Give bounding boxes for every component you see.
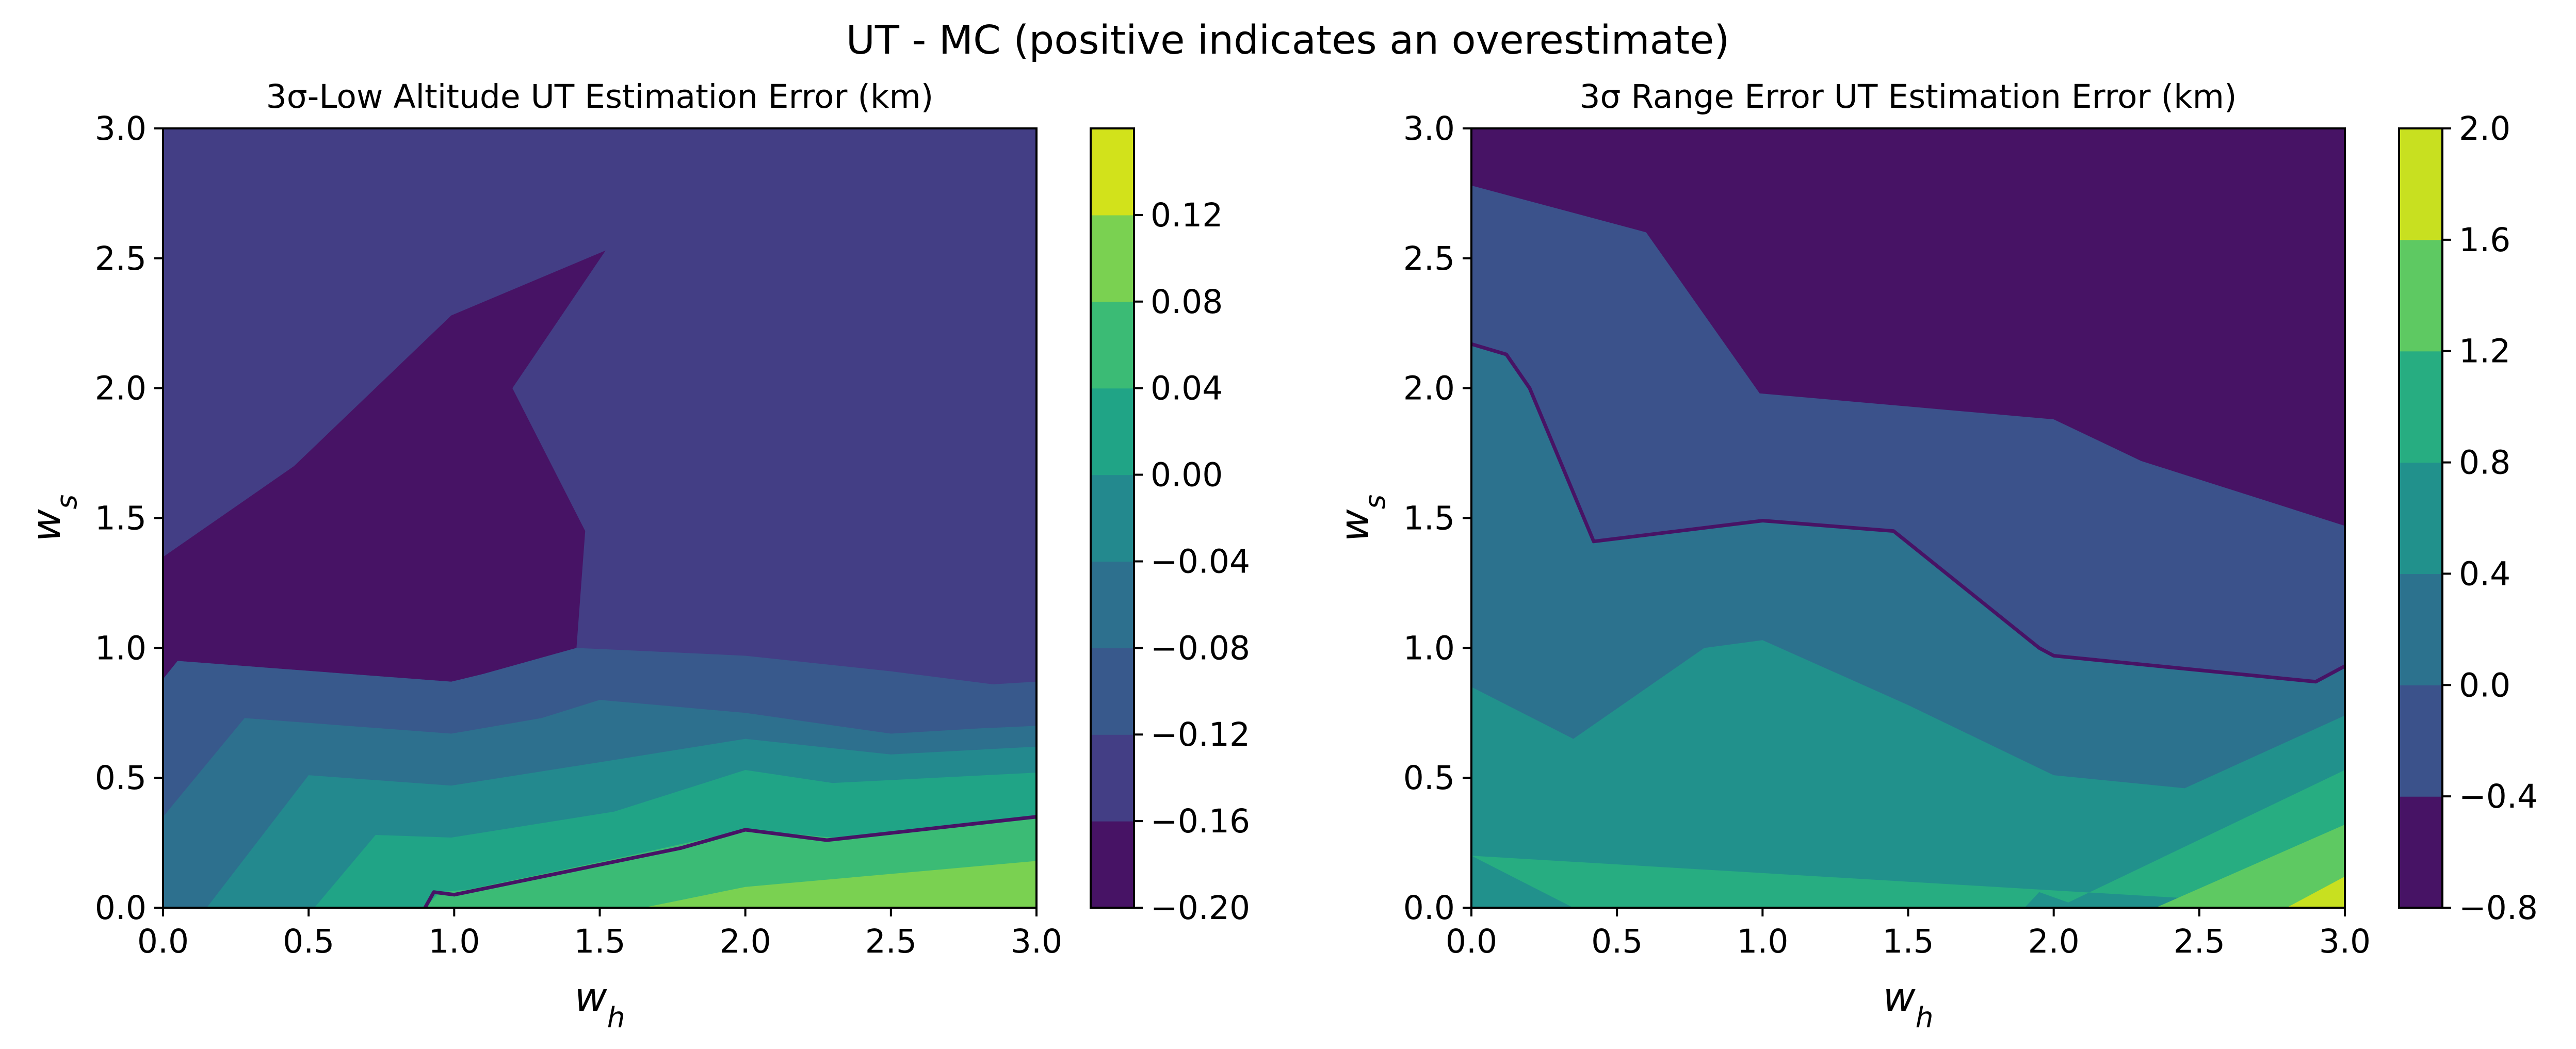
y-tick-label: 1.0 bbox=[1403, 629, 1455, 667]
colorbar-segment bbox=[2399, 239, 2442, 352]
x-axis-label: wh bbox=[575, 975, 625, 1034]
contour-plot-area bbox=[163, 128, 1036, 908]
x-tick-label: 2.5 bbox=[865, 923, 917, 960]
y-tick-label: 1.5 bbox=[95, 500, 147, 537]
panel-title: 3σ Range Error UT Estimation Error (km) bbox=[1579, 78, 2237, 116]
x-tick-label: 0.5 bbox=[283, 923, 334, 960]
y-tick-label: 2.5 bbox=[1403, 240, 1455, 277]
contour-band-4 bbox=[1471, 770, 2345, 908]
contour-band-7 bbox=[643, 861, 1036, 908]
colorbar-segment bbox=[2399, 685, 2442, 797]
contour-band-1 bbox=[163, 250, 606, 682]
colorbar-segment bbox=[1091, 734, 1134, 822]
colorbar-tick-label: −0.8 bbox=[2459, 889, 2538, 927]
colorbar-tick-label: 0.08 bbox=[1151, 283, 1223, 321]
colorbar: −0.20 −0.16 −0.12 −0.08 −0.04 0.00 0.04 0.08 0.1… bbox=[1090, 127, 1250, 927]
colorbar-tick-label: 0.0 bbox=[2459, 666, 2510, 704]
colorbar-frame bbox=[2398, 127, 2443, 909]
y-tick-label: 2.0 bbox=[95, 370, 147, 407]
colorbar-segment bbox=[2399, 462, 2442, 575]
colorbar-tick-label: 0.8 bbox=[2459, 444, 2510, 482]
panel-title: 3σ-Low Altitude UT Estimation Error (km) bbox=[266, 78, 934, 116]
contour-band-5 bbox=[2156, 824, 2345, 908]
colorbar-tick-label: 1.6 bbox=[2459, 221, 2510, 259]
x-tick-label: 3.0 bbox=[2319, 923, 2371, 960]
colorbar-tick-label: 0.04 bbox=[1151, 370, 1223, 407]
colorbar-segment bbox=[1091, 301, 1134, 389]
y-tick-label: 0.0 bbox=[1403, 889, 1455, 927]
colorbar-frame bbox=[1090, 127, 1135, 909]
x-tick-label: 3.0 bbox=[1011, 923, 1062, 960]
y-axis-label: ws bbox=[1332, 495, 1391, 542]
colorbar-segment bbox=[1091, 561, 1134, 648]
colorbar-tick-label: −0.16 bbox=[1151, 802, 1250, 840]
y-tick-label: 1.5 bbox=[1403, 500, 1455, 537]
colorbar-tick-label: −0.08 bbox=[1151, 629, 1250, 667]
x-tick-label: 2.0 bbox=[2028, 923, 2080, 960]
x-tick-label: 1.5 bbox=[574, 923, 625, 960]
colorbar: −0.8 −0.4 0.0 0.4 0.8 1.2 1.6 2.0 bbox=[2398, 110, 2538, 927]
colorbar-segment bbox=[2399, 351, 2442, 463]
contour-line bbox=[1471, 342, 2345, 684]
colorbar-tick-label: 2.0 bbox=[2459, 110, 2510, 147]
contour-line bbox=[423, 815, 1036, 908]
contour-panel-2: 3σ Range Error UT Estimation Error (km) 0… bbox=[1332, 78, 2538, 1034]
colorbar-segment bbox=[2399, 796, 2442, 908]
colorbar-segment bbox=[1091, 388, 1134, 476]
y-tick-label: 2.5 bbox=[95, 240, 147, 277]
colorbar-tick-label: 0.4 bbox=[2459, 555, 2510, 593]
contour-panel-1: 3σ-Low Altitude UT Estimation Error (km)… bbox=[24, 78, 1250, 1034]
colorbar-tick-label: −0.4 bbox=[2459, 778, 2538, 815]
x-tick-label: 1.0 bbox=[428, 923, 480, 960]
x-tick-label: 2.5 bbox=[2174, 923, 2225, 960]
colorbar-tick-label: 1.2 bbox=[2459, 333, 2510, 370]
y-axis-label: ws bbox=[24, 495, 83, 542]
y-tick-label: 3.0 bbox=[95, 110, 147, 147]
colorbar-segment bbox=[2399, 573, 2442, 685]
chart-panels: 3σ-Low Altitude UT Estimation Error (km)… bbox=[24, 78, 2538, 1034]
colorbar-tick-label: −0.04 bbox=[1151, 543, 1250, 580]
colorbar-segment bbox=[1091, 215, 1134, 302]
contour-band-3 bbox=[1471, 640, 2345, 908]
y-tick-label: 0.5 bbox=[95, 759, 147, 797]
colorbar-tick-label: −0.20 bbox=[1151, 889, 1250, 927]
x-tick-label: 0.5 bbox=[1591, 923, 1643, 960]
colorbar-tick-label: −0.12 bbox=[1151, 716, 1250, 753]
contour-band-6 bbox=[2287, 876, 2345, 908]
x-tick-label: 1.5 bbox=[1882, 923, 1934, 960]
x-tick-label: 0.0 bbox=[137, 923, 189, 960]
figure-title: UT - MC (positive indicates an overestim… bbox=[846, 18, 1730, 63]
y-tick-label: 3.0 bbox=[1403, 110, 1455, 147]
contour-plot-area bbox=[1471, 128, 2345, 908]
x-tick-label: 0.0 bbox=[1446, 923, 1497, 960]
colorbar-segment bbox=[1091, 648, 1134, 735]
colorbar-segment bbox=[2399, 128, 2442, 240]
y-tick-label: 2.0 bbox=[1403, 370, 1455, 407]
y-tick-label: 0.0 bbox=[95, 889, 147, 927]
x-tick-label: 1.0 bbox=[1737, 923, 1788, 960]
y-tick-label: 1.0 bbox=[95, 629, 147, 667]
x-axis-label: wh bbox=[1883, 975, 1934, 1034]
colorbar-segment bbox=[1091, 128, 1134, 216]
colorbar-tick-label: 0.00 bbox=[1151, 456, 1223, 494]
colorbar-segment bbox=[1091, 821, 1134, 908]
x-tick-label: 2.0 bbox=[720, 923, 771, 960]
colorbar-segment bbox=[1091, 474, 1134, 562]
colorbar-tick-label: 0.12 bbox=[1151, 196, 1223, 234]
y-tick-label: 0.5 bbox=[1403, 759, 1455, 797]
